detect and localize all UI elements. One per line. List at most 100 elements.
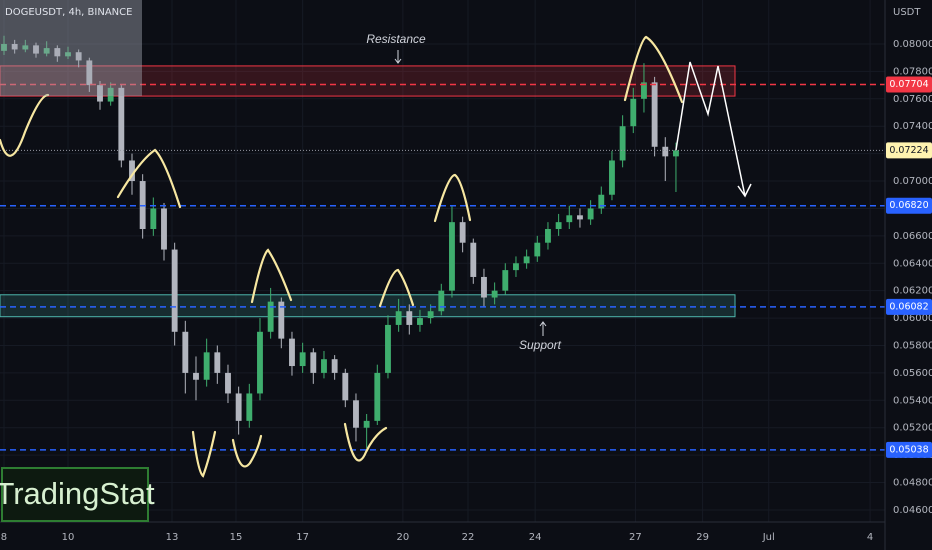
candle-body (43, 48, 50, 54)
drawing-curve (623, 35, 684, 104)
chart-title: DOGEUSDT, 4h, BINANCE (5, 7, 132, 18)
time-axis (0, 522, 932, 550)
candle-body (470, 242, 477, 277)
candle-body (534, 242, 541, 257)
candle-body (555, 222, 562, 230)
candle-body (235, 393, 242, 421)
price-level-label: 0.05038 (889, 444, 928, 455)
candle-body (278, 301, 285, 339)
drawing-curve (378, 268, 415, 308)
candle-body (11, 43, 18, 50)
candle-body (22, 45, 29, 50)
y-tick-label: 0.08000 (893, 39, 932, 50)
candle-body (150, 208, 157, 230)
candle-body (577, 215, 583, 220)
candle-body (289, 338, 295, 367)
candle-body (662, 146, 669, 157)
projection-path (675, 61, 752, 198)
y-tick-label: 0.06400 (893, 258, 932, 269)
y-tick-label: 0.05800 (893, 340, 932, 351)
candle-body (257, 331, 263, 394)
drawing-curve (433, 173, 472, 223)
candle-body (118, 87, 125, 161)
y-tick-label: 0.07000 (893, 176, 932, 187)
candle-body (427, 311, 434, 319)
candle-body (619, 126, 626, 161)
y-tick-label: 0.06600 (893, 231, 932, 242)
candle-body (673, 150, 679, 157)
y-tick-label: 0.05200 (893, 423, 932, 434)
drawing-curve (250, 248, 293, 304)
price-level-tag (886, 76, 932, 93)
candle-body (129, 160, 135, 182)
candle-body (225, 372, 231, 394)
x-tick-label: 8 (1, 532, 7, 543)
candle-body (513, 263, 519, 271)
price-level-tag (886, 197, 932, 214)
y-tick-label: 0.04600 (893, 505, 932, 516)
zone-label: Resistance (366, 32, 426, 46)
price-level-tag (886, 298, 932, 315)
candle-body (310, 352, 317, 373)
candle-body (449, 222, 455, 291)
y-tick-label: 0.06000 (893, 313, 932, 324)
candle-body (641, 82, 647, 99)
candle-body (385, 324, 391, 373)
y-tick-label: 0.07400 (893, 121, 932, 132)
x-tick-label: 29 (696, 532, 709, 543)
drawing-curve (343, 422, 388, 462)
zone (0, 294, 736, 318)
x-tick-label: 27 (629, 532, 642, 543)
candle-body (587, 208, 594, 220)
candle-body (598, 194, 605, 209)
candle-body (107, 87, 114, 102)
candle-body (331, 359, 338, 373)
x-tick-label: 13 (166, 532, 179, 543)
y-tick-label: 0.07800 (893, 66, 932, 77)
candle-body (651, 82, 658, 147)
price-level-tag (886, 441, 932, 458)
candle-body (609, 160, 615, 195)
price-level-tag (886, 142, 932, 159)
candle-body (502, 270, 509, 291)
logo: TradingStat (0, 476, 155, 511)
x-tick-label: 4 (867, 532, 873, 543)
x-tick-label: 10 (62, 532, 75, 543)
grid (0, 0, 885, 522)
candle-body (1, 43, 7, 51)
x-tick-label: 15 (230, 532, 243, 543)
candle-body (406, 311, 413, 325)
candle-body (65, 52, 71, 57)
candle-body (395, 311, 402, 325)
price-level-label: 0.07704 (889, 79, 928, 90)
axis-labels: 0.080000.078000.076000.074000.072000.070… (1, 39, 932, 543)
candle-body (97, 85, 103, 102)
support-arrow (539, 321, 547, 336)
y-tick-label: 0.05600 (893, 368, 932, 379)
candles (1, 35, 679, 449)
x-tick-label: 17 (296, 532, 309, 543)
candle-body (171, 249, 178, 332)
x-tick-label: 22 (462, 532, 475, 543)
candle-body (374, 372, 381, 421)
candle-body (481, 276, 487, 298)
candle-body (438, 290, 445, 312)
candle-body (203, 352, 210, 380)
x-tick-label: 20 (397, 532, 410, 543)
y-tick-label: 0.06200 (893, 286, 932, 297)
candle-body (342, 372, 349, 401)
drawing-curve (116, 148, 182, 209)
x-tick-label: Jul (762, 532, 775, 543)
candle-body (161, 208, 167, 250)
resistance-arrow (394, 50, 402, 64)
candle-body (417, 318, 423, 325)
candle-body (75, 52, 82, 61)
candle-body (363, 420, 370, 428)
candle-body (459, 222, 466, 243)
drawing-curve (0, 93, 50, 157)
price-level-label: 0.07224 (889, 145, 928, 156)
y-axis-label: USDT (893, 7, 921, 18)
drawing-curve (231, 434, 263, 468)
